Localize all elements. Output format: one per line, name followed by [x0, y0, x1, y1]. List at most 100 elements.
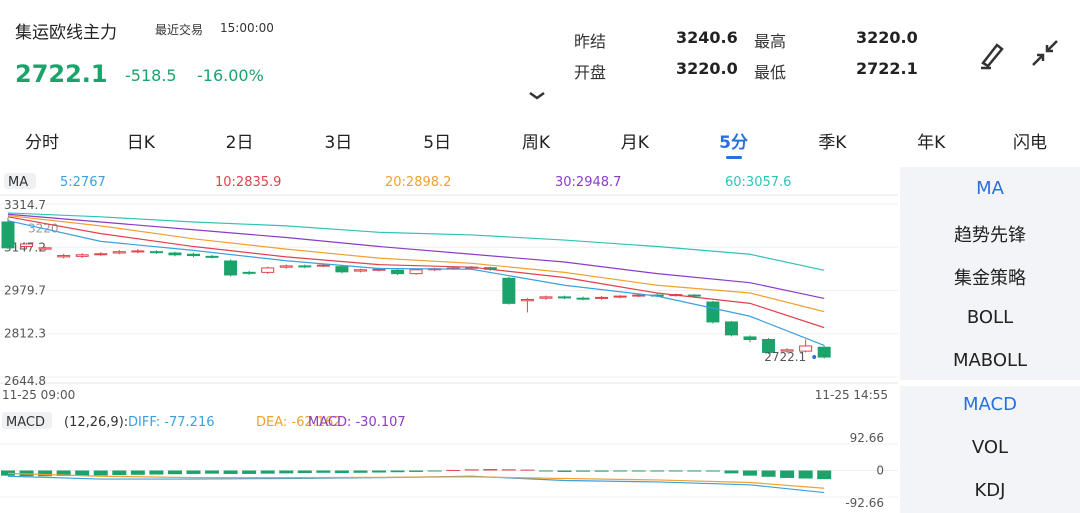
tab[interactable]: 周K [521, 133, 551, 153]
ma-line [7, 213, 825, 300]
stat-value: 3220.0 [676, 59, 738, 78]
candle-body [762, 339, 776, 353]
change-pct: -16.00% [197, 66, 264, 85]
macd-bar [112, 470, 127, 476]
candle-body [780, 349, 794, 352]
side-panel [900, 386, 1080, 513]
macd-bar [167, 470, 182, 475]
candle-body [391, 269, 405, 275]
ma-legend: 60:3057.6 [725, 175, 791, 190]
candle-body [20, 243, 34, 248]
macd-legend: MACD: -30.107 [308, 415, 406, 430]
macd-bar [761, 470, 776, 477]
side-item[interactable]: KDJ [974, 480, 1006, 501]
price: 2722.1 [15, 60, 108, 88]
tab[interactable]: 5日 [423, 133, 452, 153]
tab[interactable]: 分时 [25, 133, 59, 153]
macd-name: MACD [6, 415, 45, 430]
tab[interactable]: 闪电 [1013, 133, 1047, 153]
side-item[interactable]: MACD [963, 394, 1017, 415]
macd-bar [242, 470, 257, 474]
macd-bar [687, 470, 702, 472]
macd-bar [464, 469, 479, 471]
change: -518.5 [125, 66, 177, 85]
tab-underline [725, 156, 742, 159]
macd-bar [483, 469, 498, 471]
macd-bar [520, 469, 535, 471]
candle-body [205, 255, 219, 258]
edit-icon[interactable] [981, 43, 1004, 70]
stat-value: 3240.6 [676, 28, 738, 47]
macd-bar [149, 470, 164, 475]
ma-line [7, 220, 825, 347]
candle-body [168, 252, 182, 256]
side-item[interactable]: BOLL [966, 307, 1014, 328]
ma-badge [4, 173, 36, 189]
macd-bar [297, 470, 312, 474]
side-item[interactable]: 集金策略 [954, 268, 1026, 289]
tab[interactable]: 年K [917, 133, 946, 153]
candle-body [242, 271, 256, 274]
candle-body [409, 269, 423, 275]
stat-label: 开盘 [574, 63, 607, 82]
side-item[interactable]: 趋势先锋 [954, 225, 1026, 246]
stat-label: 最高 [754, 32, 787, 51]
candle-body [558, 296, 571, 299]
candle-body [613, 295, 627, 298]
candle-body [632, 294, 646, 297]
macd-bar [223, 470, 238, 474]
y-tick-label: 2979.7 [4, 284, 46, 298]
ma-legend: 10:2835.9 [215, 175, 281, 190]
tab[interactable]: 月K [620, 133, 649, 153]
candle-body [316, 264, 330, 267]
candle-body [38, 247, 52, 250]
macd-bar [631, 470, 646, 472]
side-item[interactable]: MABOLL [952, 350, 1028, 371]
macd-bar [279, 470, 294, 474]
macd-bar [817, 470, 832, 480]
macd-bar [798, 470, 813, 479]
macd-bar [130, 470, 145, 475]
trade-time: 15:00:00 [220, 21, 274, 35]
candle-body [75, 254, 89, 257]
side-item[interactable]: MA [976, 178, 1004, 199]
y-tick-label: 0 [876, 464, 884, 478]
candle-body [502, 277, 516, 304]
candle-body [576, 297, 590, 300]
expand-arrow[interactable] [528, 90, 546, 100]
title: 集运欧线主力 [15, 23, 117, 43]
candle-body [149, 251, 163, 254]
macd-bar [353, 470, 368, 473]
macd-bar [613, 470, 628, 472]
trade-label: 最近交易 [155, 23, 204, 37]
macd-bar [1, 470, 15, 476]
tab[interactable]: 3日 [324, 133, 353, 153]
stat-value: 2722.1 [856, 59, 918, 78]
stat-value: 3220.0 [856, 28, 918, 47]
tab[interactable]: 日K [126, 133, 155, 153]
candle-body [817, 346, 831, 358]
macd-bar [38, 470, 53, 477]
icons [981, 40, 1058, 70]
macd-bar [390, 470, 405, 473]
y-tick-label: -92.66 [845, 496, 884, 510]
candle-body [94, 253, 108, 256]
side-item[interactable]: VOL [971, 437, 1009, 458]
last-marker: 2722.1 [764, 350, 806, 364]
ma-line [7, 212, 825, 271]
collapse-icon[interactable] [1032, 40, 1058, 66]
ma-line [7, 216, 825, 329]
macd-bar [427, 470, 442, 472]
candle-body [353, 269, 367, 272]
tab[interactable]: 5分 [719, 133, 749, 153]
tab[interactable]: 2日 [225, 133, 254, 153]
tab[interactable]: 季K [818, 133, 847, 153]
macd-bar [743, 470, 757, 476]
candle-body [595, 296, 609, 299]
macd-bar [316, 470, 331, 473]
y-tick-label: 2812.3 [4, 327, 46, 341]
candle-body [372, 268, 386, 271]
ma-legend: 5:2767 [60, 175, 106, 190]
macd-bar [650, 470, 665, 472]
